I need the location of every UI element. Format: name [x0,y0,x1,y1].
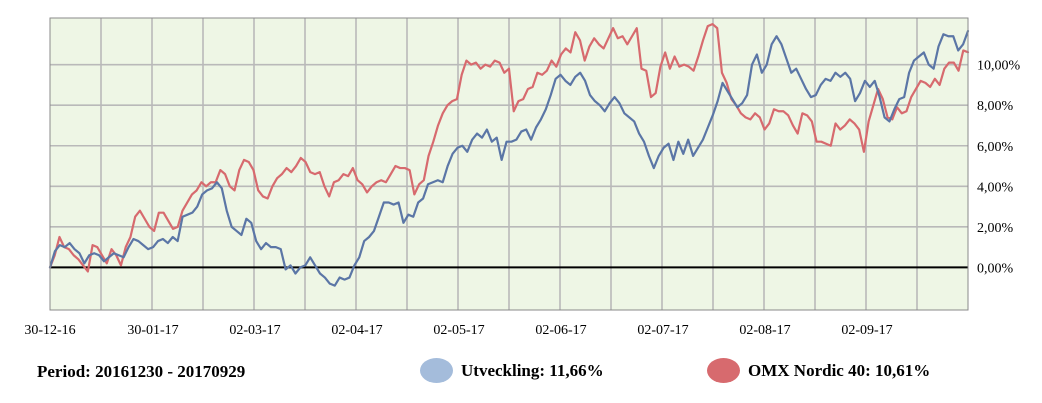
horizontal-gridlines [50,63,968,228]
chart-footer: Period: 20161230 - 20170929 Utveckling: … [0,356,1042,390]
legend-item-omx-nordic-40: OMX Nordic 40: 10,61% [707,358,930,383]
legend-label-utveckling: Utveckling: 11,66% [461,360,604,380]
x-tick-label: 02-04-17 [331,323,382,338]
legend-swatch-utveckling [420,358,453,383]
y-tick-label: 4,00% [977,180,1014,195]
y-tick-label: 8,00% [977,99,1014,114]
y-tick-label: 6,00% [977,140,1014,155]
x-tick-label: 02-05-17 [433,323,484,338]
x-tick-label: 02-07-17 [637,323,688,338]
period-label: Period: 20161230 - 20170929 [37,362,246,381]
line-chart: 0,00% 2,00% 4,00% 6,00% 8,00% 10,00% 30-12-16… [24,17,1021,338]
y-tick-label: 0,00% [977,261,1014,276]
series-line-omx-nordic-40 [48,22,970,273]
x-tick-label: 30-01-17 [127,323,178,338]
series-lines [48,22,970,287]
legend-label-omx-nordic-40: OMX Nordic 40: 10,61% [748,360,931,380]
x-tick-label: 02-06-17 [535,323,586,338]
y-tick-label: 2,00% [977,221,1014,236]
legend-item-utveckling: Utveckling: 11,66% [420,358,604,383]
series-line-utveckling [48,29,970,287]
y-axis-tick-labels: 0,00% 2,00% 4,00% 6,00% 8,00% 10,00% [977,59,1021,277]
vertical-gridlines [100,18,918,310]
plot-border [49,17,969,311]
x-tick-label: 02-09-17 [841,323,892,338]
x-axis-tick-labels: 30-12-16 30-01-17 02-03-17 02-04-17 02-05-17… [24,323,892,338]
x-tick-label: 02-08-17 [739,323,790,338]
legend-swatch-omx-nordic-40 [707,358,740,383]
y-tick-label: 10,00% [977,59,1021,74]
x-tick-label: 30-12-16 [24,323,75,338]
x-tick-label: 02-03-17 [229,323,280,338]
